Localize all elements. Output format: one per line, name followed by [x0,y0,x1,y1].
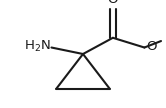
Text: O: O [146,40,157,53]
Text: H$_2$N: H$_2$N [24,39,51,54]
Text: O: O [108,0,118,6]
